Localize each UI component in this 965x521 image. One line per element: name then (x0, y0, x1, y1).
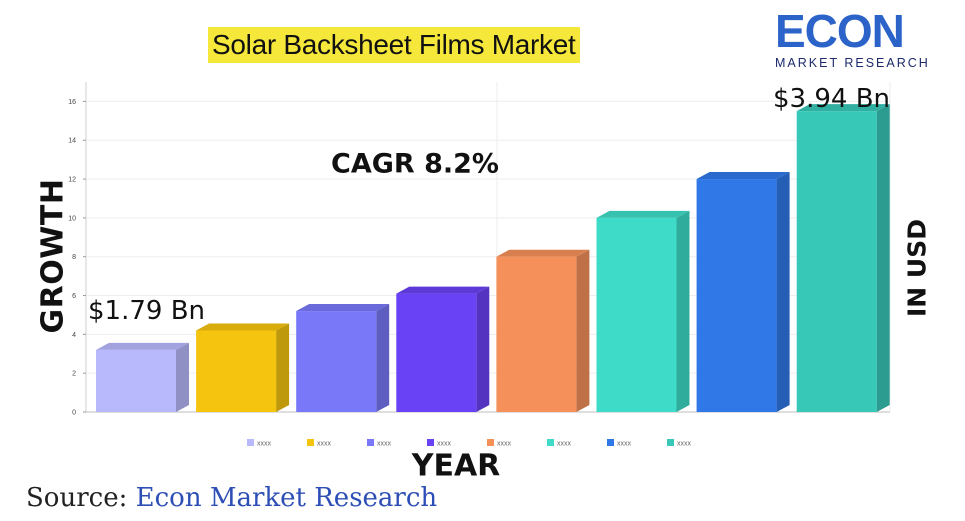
chart-title: Solar Backsheet Films Market (208, 27, 580, 63)
legend-swatch (607, 439, 614, 446)
legend-swatch (307, 439, 314, 446)
bar-top (296, 304, 390, 312)
bar (296, 311, 377, 412)
logo-subtitle: MARKET RESEARCH (775, 56, 930, 70)
bar (496, 256, 577, 412)
bar-side (776, 172, 790, 412)
y-tick-label: 16 (68, 99, 76, 106)
bar (96, 349, 176, 412)
legend-label: xxxx (617, 441, 632, 448)
logo-wordmark: ECON (775, 5, 905, 57)
legend-swatch (547, 439, 554, 446)
legend-label: xxxx (317, 441, 332, 448)
bar-top (396, 286, 490, 294)
legend-swatch (427, 439, 434, 446)
source-prefix: Source: (26, 483, 136, 513)
bar (596, 217, 677, 412)
first-value-label: $1.79 Bn (88, 296, 206, 326)
bar (796, 111, 877, 412)
bar-side (376, 304, 390, 412)
legend-label: xxxx (377, 441, 392, 448)
source-line: Source: Econ Market Research (26, 483, 437, 513)
legend-swatch (367, 439, 374, 446)
legend-label: xxxx (497, 441, 512, 448)
legend-swatch (487, 439, 494, 446)
bar-side (876, 104, 890, 412)
x-axis-title: YEAR (411, 448, 501, 484)
legend-label: xxxx (257, 441, 272, 448)
bar (196, 330, 277, 412)
bar-top (796, 104, 890, 112)
bar-side (476, 286, 490, 412)
bar-top (96, 342, 189, 350)
y-tick-label: 12 (68, 177, 76, 184)
legend-label: xxxx (677, 441, 692, 448)
y-axis-title: GROWTH (35, 178, 71, 334)
legend-label: xxxx (437, 441, 452, 448)
y-tick-label: 14 (68, 138, 76, 145)
legend-swatch (247, 439, 254, 446)
y-tick-label: 0 (72, 410, 76, 417)
bar-side (576, 249, 590, 412)
bar (696, 179, 777, 412)
last-value-label: $3.94 Bn (773, 84, 891, 114)
bar-side (276, 323, 290, 412)
y-tick-label: 8 (72, 254, 76, 261)
y-tick-label: 10 (68, 215, 76, 222)
bar-top (696, 172, 790, 180)
y-tick-label: 4 (72, 332, 76, 339)
bar-side (676, 210, 690, 412)
econ-logo: ECON MARKET RESEARCH (773, 6, 948, 72)
bar (396, 293, 477, 412)
bar-top (596, 210, 690, 218)
legend-swatch (667, 439, 674, 446)
y-tick-label: 2 (72, 371, 76, 378)
cagr-label: CAGR 8.2% (331, 148, 499, 180)
unit-label: IN USD (902, 219, 932, 317)
legend-label: xxxx (557, 441, 572, 448)
y-tick-label: 6 (72, 293, 76, 300)
bar-top (496, 249, 590, 257)
source-name: Econ Market Research (135, 483, 438, 513)
bar-side (176, 342, 189, 412)
bar-top (196, 323, 290, 331)
